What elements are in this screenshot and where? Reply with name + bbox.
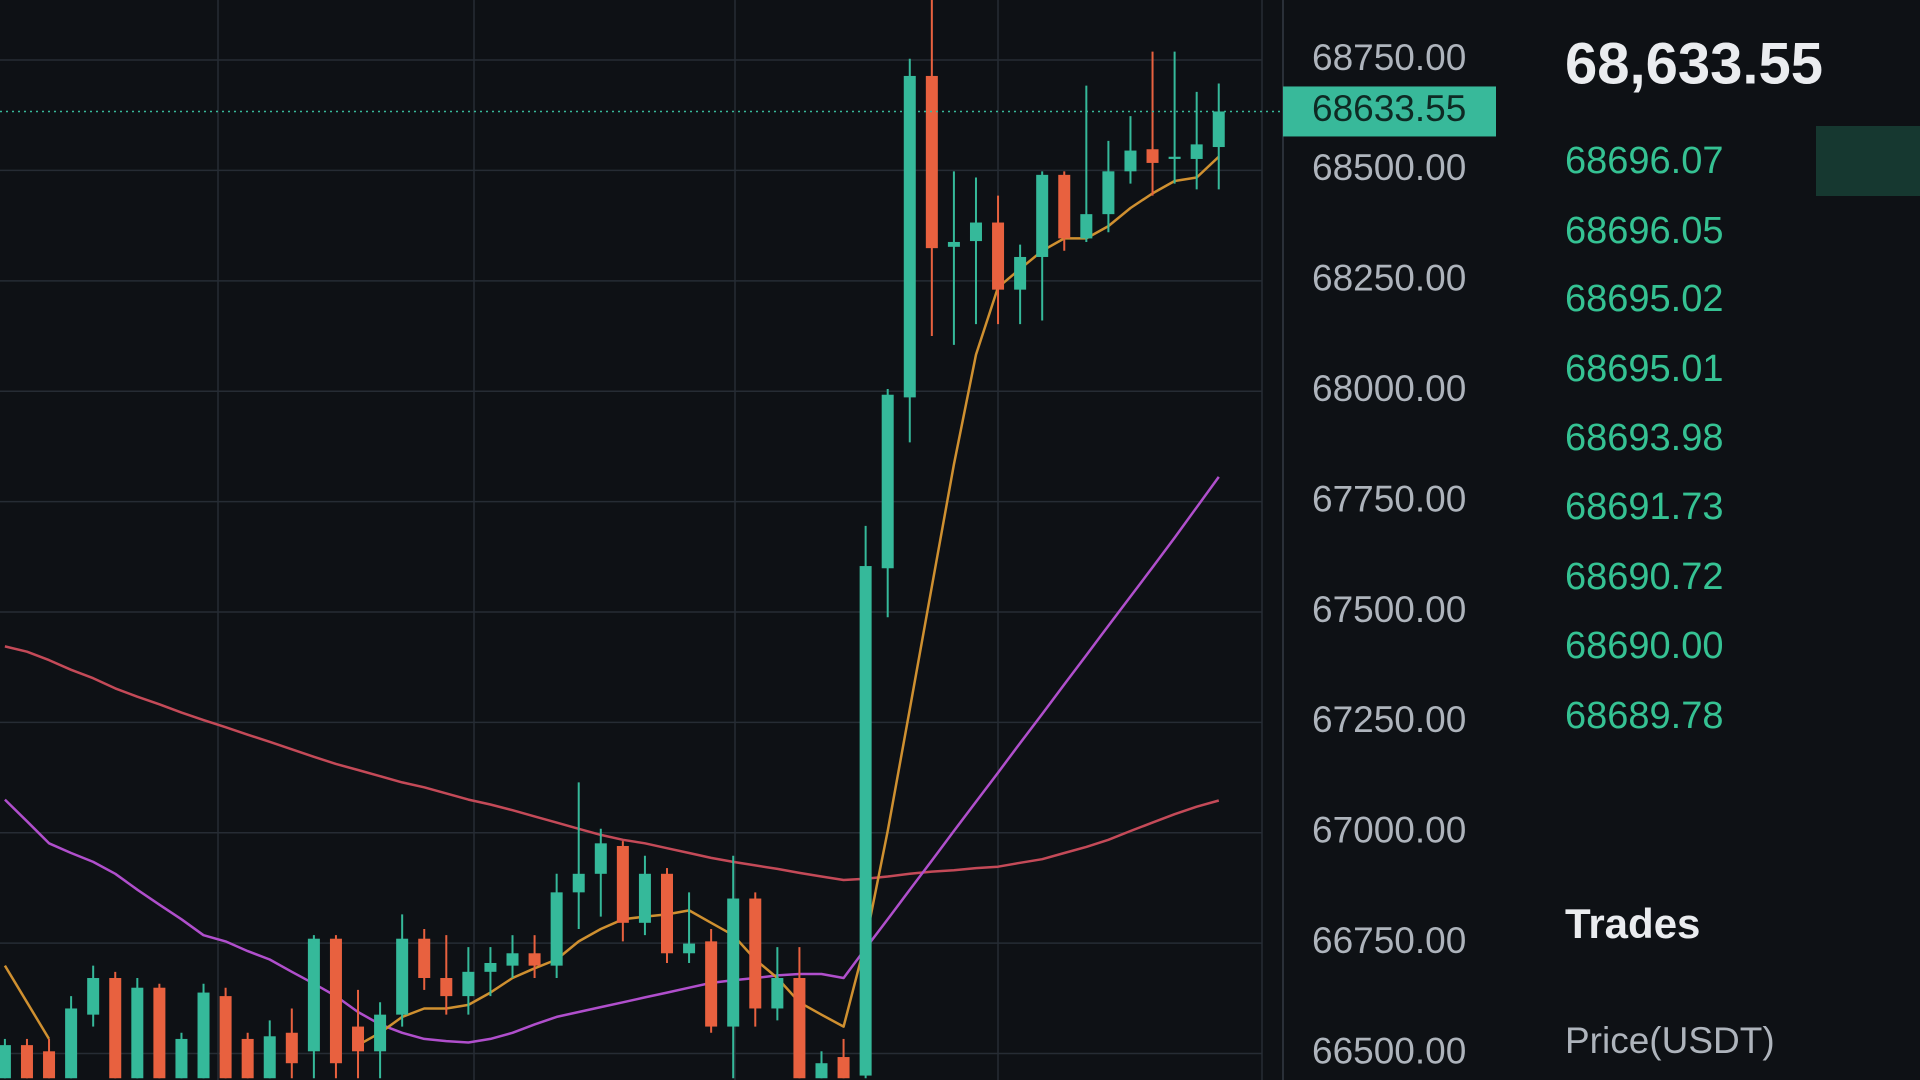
candle-body xyxy=(727,898,740,1027)
candle-body xyxy=(43,1051,56,1079)
candle-body xyxy=(661,873,673,954)
last-price-label: 68633.55 xyxy=(1312,88,1466,129)
candle-body xyxy=(837,1057,850,1079)
candle-body xyxy=(263,1036,276,1079)
candle-body xyxy=(1080,214,1093,239)
last-price-tag xyxy=(1283,86,1496,137)
candle-body xyxy=(396,938,409,1015)
candle-body xyxy=(1058,174,1071,239)
candle-body xyxy=(462,971,475,997)
ticker-price: 68,633.55 xyxy=(1565,31,1823,96)
candle-body xyxy=(175,1038,188,1079)
moving-average-line xyxy=(3,155,1220,1047)
candle-body xyxy=(307,938,320,1052)
candle-body xyxy=(109,978,122,1079)
y-tick-label: 67500.00 xyxy=(1312,589,1466,630)
candle-body xyxy=(241,1038,254,1079)
candle-body xyxy=(506,953,519,966)
y-tick-label: 66500.00 xyxy=(1312,1030,1466,1071)
candle-body xyxy=(1124,150,1137,172)
candle-body xyxy=(1146,149,1159,163)
candle-body xyxy=(771,978,784,1009)
moving-average-line xyxy=(4,476,1220,1044)
candle-body xyxy=(815,1063,828,1079)
y-tick-label: 66750.00 xyxy=(1312,920,1466,961)
y-tick-label: 68250.00 xyxy=(1312,258,1466,299)
candle-body xyxy=(1212,111,1225,148)
candle-body xyxy=(683,943,696,954)
candle-body xyxy=(65,1008,78,1079)
price-header: Price(USDT) xyxy=(1565,1020,1775,1061)
candle-body xyxy=(153,987,166,1079)
candle-body xyxy=(528,953,541,966)
candle-body xyxy=(705,941,718,1027)
trades-title: Trades xyxy=(1565,900,1700,947)
candle-body xyxy=(418,938,431,979)
indicator-lines xyxy=(3,155,1220,1047)
candle-body xyxy=(440,978,453,997)
candle-body xyxy=(793,978,806,1079)
candle-body xyxy=(484,962,497,972)
candle-body xyxy=(749,898,762,1009)
recent-price: 68695.01 xyxy=(1565,348,1724,390)
recent-price: 68689.78 xyxy=(1565,695,1724,737)
candle-body xyxy=(992,222,1005,290)
recent-price: 68696.05 xyxy=(1565,210,1724,252)
recent-price: 68696.07 xyxy=(1565,140,1724,182)
candle-body xyxy=(881,394,894,569)
candle-body xyxy=(1102,171,1115,215)
candle-body xyxy=(859,566,872,1076)
candle-body xyxy=(1168,156,1181,159)
candle-body xyxy=(131,987,144,1079)
candle-body xyxy=(374,1014,387,1052)
y-tick-label: 68750.00 xyxy=(1312,37,1466,78)
candle-body xyxy=(219,996,232,1079)
candle-body xyxy=(352,1026,365,1052)
candle-body xyxy=(638,873,651,923)
recent-price: 68690.00 xyxy=(1565,625,1724,667)
candle-body xyxy=(616,845,629,923)
candle-body xyxy=(1014,256,1027,290)
y-tick-label: 68500.00 xyxy=(1312,147,1466,188)
candle-body xyxy=(285,1032,298,1064)
candle-body xyxy=(572,873,585,893)
recent-price: 68695.02 xyxy=(1565,278,1724,320)
candle-body xyxy=(925,75,938,249)
candle-body xyxy=(0,1045,11,1079)
y-tick-label: 67250.00 xyxy=(1312,699,1466,740)
candle-body xyxy=(329,938,342,1064)
candle-body xyxy=(87,978,100,1015)
candle-body xyxy=(197,992,210,1079)
recent-price: 68690.72 xyxy=(1565,556,1724,598)
candle-body xyxy=(1190,144,1203,159)
candle-body xyxy=(20,1045,33,1079)
moving-average-line xyxy=(4,645,1220,882)
y-tick-label: 68000.00 xyxy=(1312,368,1466,409)
candle-body xyxy=(903,75,916,398)
candle-body xyxy=(550,892,563,966)
depth-highlight xyxy=(1816,126,1920,196)
candle-body xyxy=(969,222,982,242)
y-tick-label: 67750.00 xyxy=(1312,478,1466,519)
recent-price: 68691.73 xyxy=(1565,486,1724,528)
vertical-grid xyxy=(217,0,1284,1080)
recent-price: 68693.98 xyxy=(1565,417,1724,459)
candle-body xyxy=(1036,174,1049,257)
candle-body xyxy=(947,241,960,247)
candle-body xyxy=(594,843,607,874)
y-tick-label: 67000.00 xyxy=(1312,810,1466,851)
